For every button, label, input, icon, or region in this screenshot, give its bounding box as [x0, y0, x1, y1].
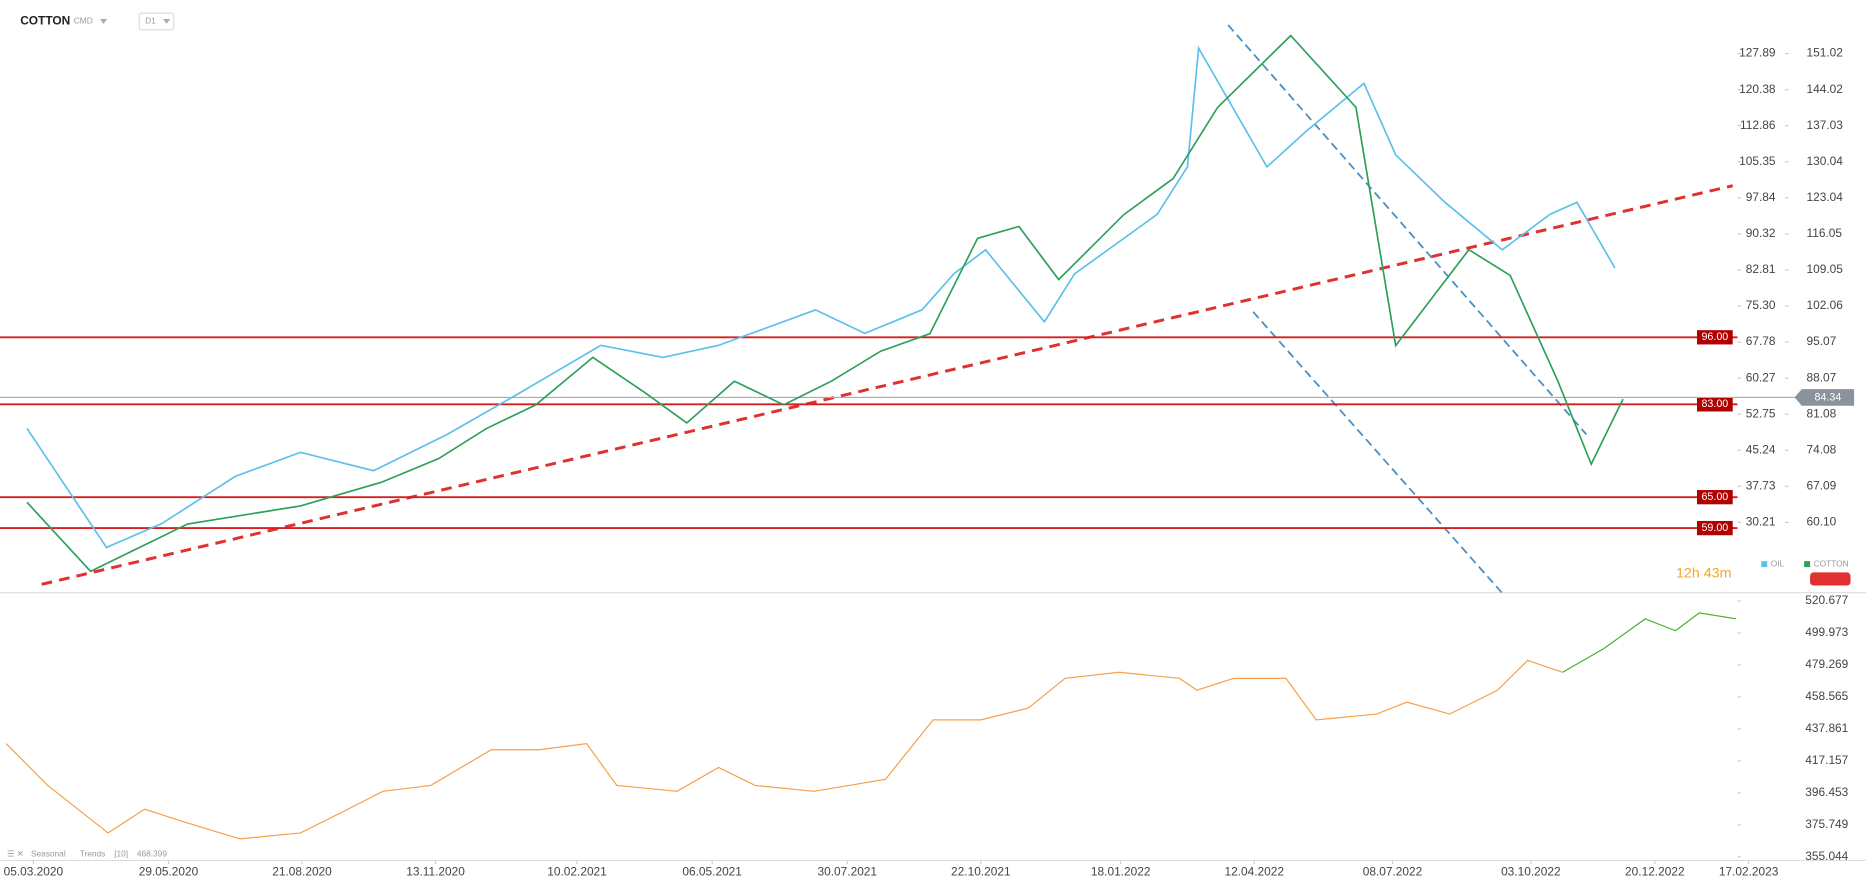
- y2-tick-label: 95.07: [1806, 334, 1836, 348]
- dropdown-arrow[interactable]: [163, 19, 171, 24]
- y2-tick-label: 151.02: [1806, 46, 1843, 60]
- x-tick-label: 03.10.2022: [1501, 864, 1561, 878]
- y-tick-label: 127.89: [1739, 46, 1776, 60]
- y2-tick-label: 123.04: [1806, 190, 1843, 204]
- x-tick-label: 13.11.2020: [406, 864, 465, 878]
- y2-tick-label: 67.09: [1806, 479, 1836, 493]
- y2-tick-label: 130.04: [1806, 154, 1843, 168]
- x-tick-label: 18.01.2022: [1091, 864, 1151, 878]
- countdown: 12h 43m: [1676, 565, 1732, 581]
- level-tag: [1697, 520, 1733, 536]
- x-tick-label: 20.12.2022: [1625, 864, 1685, 878]
- x-tick-label: 30.07.2021: [818, 864, 878, 878]
- y2-tick-label: 102.06: [1806, 298, 1843, 312]
- y-tick-label: 82.81: [1746, 262, 1776, 276]
- y-tick-label: 97.84: [1746, 190, 1776, 204]
- last-price-tag: [1794, 389, 1855, 406]
- x-tick-label: 21.08.2020: [272, 864, 332, 878]
- level-tag: [1697, 490, 1733, 505]
- legend-label: OIL: [1771, 558, 1785, 568]
- y-tick-label: 396.453: [1805, 785, 1848, 799]
- y-tick-label: 112.86: [1740, 118, 1776, 132]
- y-tick-label: 30.21: [1746, 515, 1776, 529]
- y2-tick-label: 144.02: [1806, 82, 1843, 96]
- y-tick-label: 60.27: [1746, 370, 1776, 384]
- x-tick-label: 22.10.2021: [951, 864, 1011, 878]
- indicator-label: Seasonal Trends [10] 468.399: [31, 849, 167, 859]
- y2-tick-label: 116.05: [1806, 226, 1842, 240]
- y-tick-label: 45.24: [1746, 442, 1776, 456]
- dropdown-arrow[interactable]: [99, 19, 108, 24]
- series-line: [26, 34, 1624, 573]
- y2-tick-label: 109.05: [1806, 262, 1843, 276]
- y-tick-label: 375.749: [1805, 817, 1848, 831]
- x-tick-label: 08.07.2022: [1363, 864, 1423, 878]
- market[interactable]: CMD: [74, 16, 93, 26]
- y2-tick-label: 88.07: [1806, 370, 1836, 384]
- y2-tick-label: 74.08: [1806, 442, 1836, 456]
- trend-line: [41, 184, 1734, 586]
- indicator-icons[interactable]: ☰ ✕: [7, 849, 24, 859]
- level-label: 96.00: [1701, 331, 1728, 343]
- interval-box[interactable]: [138, 12, 175, 31]
- trade-button[interactable]: [1810, 572, 1851, 586]
- legend-swatch: [1761, 561, 1768, 568]
- y-tick-label: 437.861: [1805, 721, 1848, 735]
- y-tick-label: 37.73: [1746, 478, 1776, 492]
- y2-tick-label: 81.08: [1806, 406, 1836, 420]
- indicator-name: Seasonal: [31, 849, 66, 859]
- level-label: 83.00: [1701, 398, 1728, 410]
- interval[interactable]: D1: [145, 16, 156, 26]
- indicator-value: 468.399: [137, 849, 167, 859]
- y-tick-label: 355.044: [1805, 849, 1848, 863]
- series-line: [26, 45, 1616, 549]
- x-tick-label: 05.03.2020: [4, 864, 64, 878]
- x-tick-label: 12.04.2022: [1224, 864, 1284, 878]
- trend-line: [1252, 311, 1503, 594]
- y-tick-label: 52.75: [1746, 406, 1776, 420]
- level-label: 59.00: [1701, 522, 1728, 534]
- symbol: COTTON: [20, 14, 70, 28]
- y-tick-label: 458.565: [1805, 689, 1848, 703]
- y-tick-label: 90.32: [1746, 226, 1776, 240]
- level-label: 65.00: [1701, 491, 1728, 503]
- y-tick-label: 520.677: [1805, 593, 1848, 607]
- x-tick-label: 10.02.2021: [547, 864, 607, 878]
- indicator-period: [10]: [114, 849, 128, 859]
- series-line: [1562, 612, 1737, 673]
- y2-tick-label: 60.10: [1806, 515, 1836, 529]
- trend-line: [1227, 24, 1588, 435]
- legend-label: COTTON: [1814, 558, 1849, 568]
- x-tick-label: 06.05.2021: [682, 864, 742, 878]
- y-tick-label: 417.157: [1805, 753, 1848, 767]
- y-tick-label: 105.35: [1739, 154, 1776, 168]
- y-tick-label: 479.269: [1805, 657, 1848, 671]
- x-tick-label: 29.05.2020: [139, 864, 199, 878]
- y-tick-label: 499.973: [1805, 625, 1848, 639]
- indicator-sub: Trends: [80, 849, 106, 859]
- y-tick-label: 75.30: [1746, 298, 1776, 312]
- x-tick-label: 17.02.2023: [1719, 864, 1779, 878]
- level-tag: [1697, 397, 1733, 412]
- level-tag: [1697, 330, 1733, 345]
- legend-swatch: [1804, 561, 1811, 568]
- last-price-label: 84.34: [1815, 391, 1842, 403]
- y-tick-label: 120.38: [1739, 82, 1776, 96]
- y2-tick-label: 137.03: [1806, 118, 1843, 132]
- series-line: [5, 659, 1563, 840]
- y-tick-label: 67.78: [1746, 334, 1776, 348]
